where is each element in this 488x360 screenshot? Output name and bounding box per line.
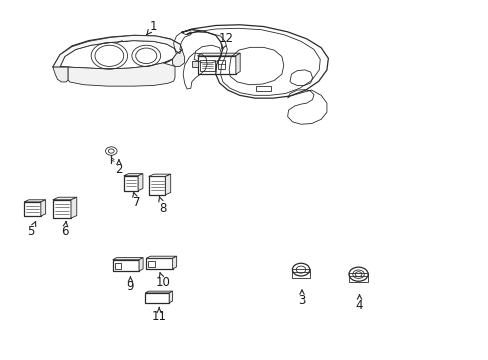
Bar <box>217 60 224 68</box>
Polygon shape <box>172 50 184 66</box>
Polygon shape <box>112 258 143 260</box>
Text: 10: 10 <box>155 273 170 289</box>
Bar <box>123 176 138 190</box>
Polygon shape <box>41 200 45 216</box>
Text: 7: 7 <box>132 193 140 210</box>
Bar <box>292 269 309 278</box>
Polygon shape <box>146 256 176 258</box>
Polygon shape <box>148 174 170 176</box>
Bar <box>148 261 155 267</box>
Text: 1: 1 <box>146 20 157 35</box>
Bar <box>148 176 165 195</box>
Bar <box>53 200 71 218</box>
Text: 8: 8 <box>159 196 166 215</box>
Polygon shape <box>169 291 172 303</box>
Bar <box>256 86 270 91</box>
Bar <box>146 258 172 269</box>
Polygon shape <box>68 63 175 86</box>
Bar <box>24 202 41 216</box>
Polygon shape <box>197 53 240 56</box>
Text: 4: 4 <box>355 295 363 312</box>
Bar <box>197 56 235 74</box>
Bar <box>112 260 139 271</box>
Polygon shape <box>71 197 77 218</box>
Polygon shape <box>123 174 142 176</box>
Polygon shape <box>53 35 182 67</box>
Polygon shape <box>24 200 45 202</box>
Polygon shape <box>138 174 142 190</box>
Polygon shape <box>53 67 68 82</box>
Text: 5: 5 <box>27 221 36 238</box>
Text: 11: 11 <box>151 307 166 323</box>
Polygon shape <box>145 291 172 293</box>
Polygon shape <box>172 256 176 269</box>
Bar <box>348 274 367 282</box>
Text: 9: 9 <box>126 277 134 293</box>
Text: 6: 6 <box>61 221 68 238</box>
Bar <box>200 60 214 71</box>
Polygon shape <box>165 174 170 195</box>
Polygon shape <box>191 61 197 67</box>
Polygon shape <box>139 258 143 271</box>
Polygon shape <box>53 197 77 200</box>
Text: 3: 3 <box>298 290 305 307</box>
Text: 12: 12 <box>218 32 233 49</box>
Text: 2: 2 <box>115 160 122 176</box>
Bar <box>114 262 121 269</box>
Polygon shape <box>235 53 240 74</box>
Bar <box>145 293 169 303</box>
